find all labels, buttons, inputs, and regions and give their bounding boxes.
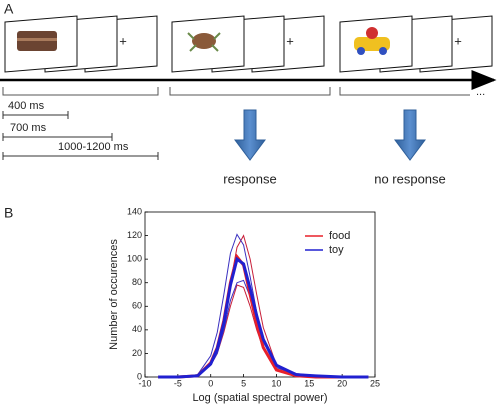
- legend-label: food: [329, 230, 350, 242]
- stimulus-image: [357, 47, 365, 55]
- duration-label: 700 ms: [10, 122, 47, 134]
- down-arrow: [394, 109, 426, 161]
- stimulus: [17, 31, 57, 51]
- duration-label: 400 ms: [8, 100, 45, 112]
- fixation-cross: +: [286, 33, 294, 48]
- trials: + + +: [4, 15, 493, 73]
- stimulus-image: [187, 32, 221, 52]
- plot-area: [144, 211, 376, 378]
- x-tick-label: -10: [138, 378, 151, 388]
- x-tick-label: 10: [271, 378, 281, 388]
- y-axis-label: Number of occurences: [108, 239, 120, 350]
- series-line: [158, 256, 369, 379]
- fixation-cross: +: [454, 33, 462, 48]
- panel-label: B: [4, 205, 13, 221]
- y-tick-label: 0: [137, 371, 142, 381]
- stimulus-image: [17, 38, 57, 41]
- outcome: no response: [374, 171, 446, 186]
- x-tick-label: -5: [174, 378, 182, 388]
- stimulus-image: [192, 33, 216, 49]
- duration-bar: [2, 152, 159, 160]
- x-tick-label: 0: [208, 378, 213, 388]
- x-tick-label: 15: [304, 378, 314, 388]
- y-tick-label: 40: [132, 324, 142, 334]
- stimulus: [354, 27, 390, 55]
- fixation-cross: +: [119, 33, 127, 48]
- bracket: [2, 87, 159, 96]
- x-tick-label: 20: [337, 378, 347, 388]
- legend-label: toy: [329, 244, 344, 256]
- y-tick-label: 20: [132, 348, 142, 358]
- continuation: ...: [476, 86, 485, 98]
- y-tick-label: 100: [127, 254, 142, 264]
- stimulus-image: [379, 47, 387, 55]
- chart: -10 -5 0 5 10 15 20 25 0 20 40 60 80 100 120 140 Log (sp…: [108, 206, 380, 404]
- y-tick-label: 80: [132, 277, 142, 287]
- y-tick-label: 60: [132, 301, 142, 311]
- bracket: [339, 87, 470, 96]
- stimulus-image: [354, 37, 390, 51]
- x-tick-label: 25: [370, 378, 380, 388]
- outcome: response: [223, 171, 276, 186]
- down-arrow: [234, 109, 266, 161]
- stimulus: [187, 32, 221, 52]
- bracket: [169, 87, 331, 96]
- y-tick-label: 140: [127, 206, 142, 216]
- x-axis-label: Log (spatial spectral power): [192, 392, 327, 404]
- y-tick-label: 120: [127, 230, 142, 240]
- duration-bar: [2, 111, 69, 119]
- x-tick-label: 5: [241, 378, 246, 388]
- duration-label: 1000-1200 ms: [58, 141, 129, 153]
- stimulus-image: [366, 27, 378, 39]
- duration-bar: [2, 133, 113, 141]
- panel-label: A: [4, 1, 14, 17]
